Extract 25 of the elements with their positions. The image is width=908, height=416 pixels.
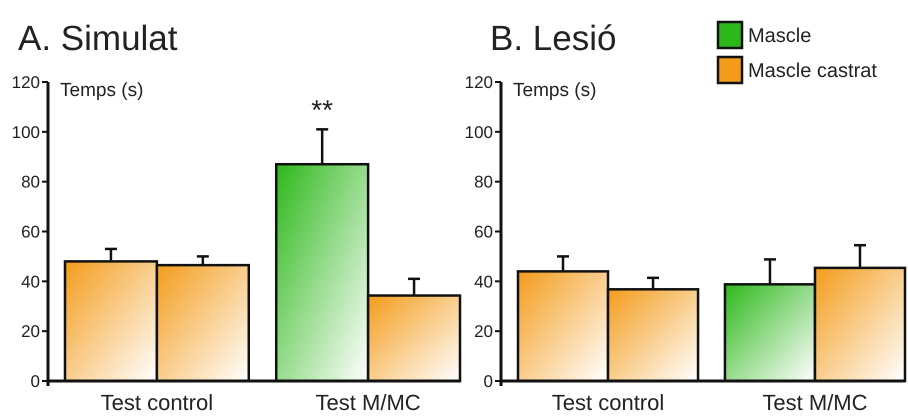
y-tick-label: 40 [474, 272, 493, 292]
y-axis-title: Temps (s) [513, 80, 596, 101]
x-tick-label: Test M/MC [762, 390, 868, 415]
x-tick-label: Test M/MC [316, 390, 421, 415]
legend-label: Mascle castrat [748, 60, 878, 82]
y-tick-label: 100 [464, 122, 493, 142]
y-tick-label: 60 [21, 222, 40, 242]
y-tick-label: 40 [21, 272, 40, 292]
annotation: ** [311, 94, 334, 126]
y-axis-title: Temps (s) [60, 80, 144, 101]
y-tick-label: 120 [464, 72, 493, 92]
y-tick-label: 60 [474, 222, 493, 242]
y-tick-label: 120 [12, 72, 40, 92]
y-tick-label: 0 [484, 372, 493, 391]
y-tick-label: 80 [474, 172, 493, 192]
y-tick-label: 20 [474, 322, 493, 342]
x-tick-label: Test control [100, 390, 214, 415]
y-tick-label: 20 [21, 322, 40, 342]
x-tick-label: Test control [552, 390, 664, 415]
legend-label: Mascle [748, 25, 812, 47]
y-tick-label: 0 [30, 372, 40, 391]
chart-title: B. Lesió [490, 19, 616, 58]
chart-title: A. Simulat [18, 19, 178, 58]
y-tick-label: 100 [12, 122, 40, 142]
y-tick-label: 80 [21, 172, 40, 192]
